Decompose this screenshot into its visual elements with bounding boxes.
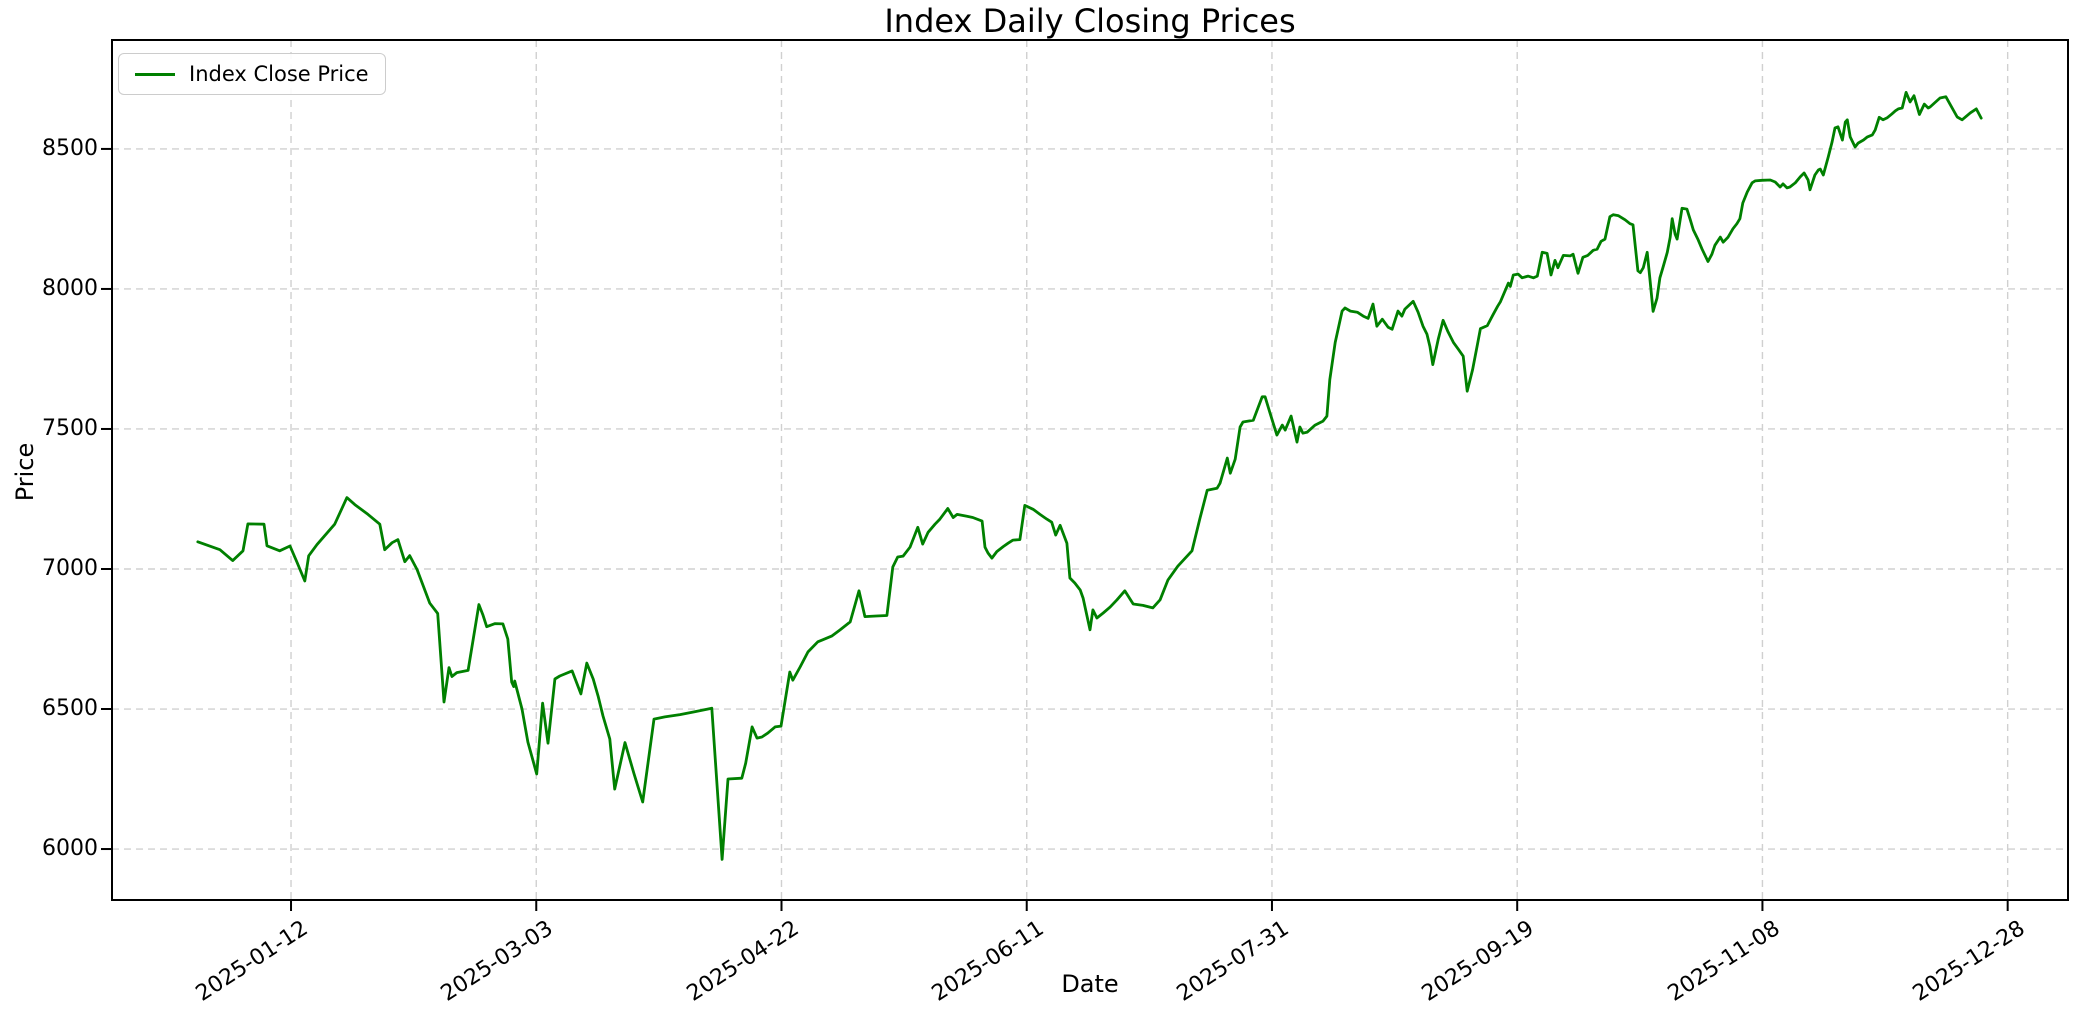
plot-border (111, 39, 2069, 901)
y-tick-label: 6000 (42, 836, 98, 862)
price-line-series (196, 91, 1983, 861)
x-axis-label: Date (1061, 970, 1119, 998)
y-tick-label: 7000 (42, 555, 98, 581)
legend-line-sample-icon (135, 72, 175, 76)
y-tick-label: 7500 (42, 415, 98, 441)
legend: Index Close Price (118, 53, 386, 95)
y-tick-label: 8500 (42, 135, 98, 161)
chart-title: Index Daily Closing Prices (884, 2, 1296, 40)
y-tick-label: 8000 (42, 275, 98, 301)
y-tick-label: 6500 (42, 696, 98, 721)
legend-entry-label: Index Close Price (189, 62, 369, 86)
